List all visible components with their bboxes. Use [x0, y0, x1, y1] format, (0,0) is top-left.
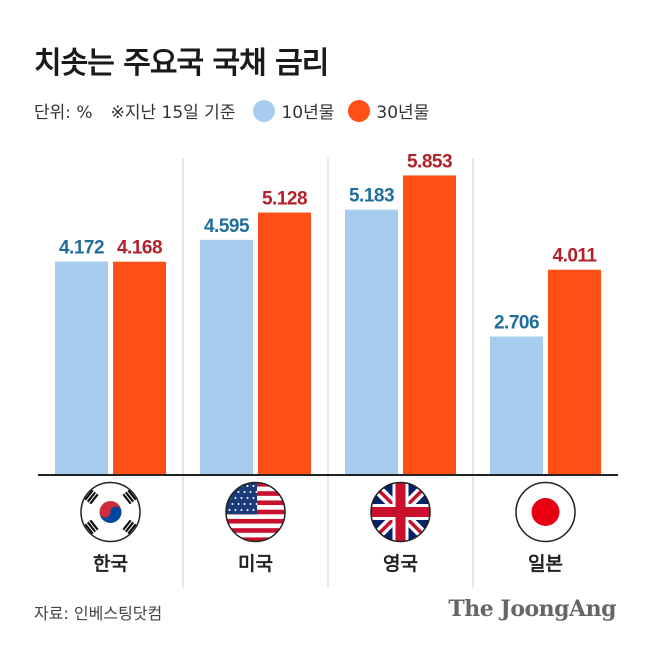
- category-label-1: 미국: [238, 553, 273, 575]
- legend-swatch-10y: [253, 99, 276, 122]
- bar-10y-2: [345, 209, 398, 476]
- date-note: ※지난 15일 기준: [110, 103, 236, 123]
- korea-flag-icon: [80, 481, 141, 543]
- legend-item-10y: 10년물: [253, 98, 334, 123]
- bar-30y-2: [403, 175, 456, 475]
- bar-10y-0: [55, 261, 108, 475]
- data-label-10y-2: 5.183: [349, 186, 394, 207]
- bar-30y-0: [113, 261, 166, 475]
- category-label-2: 영국: [383, 553, 418, 575]
- data-label-10y-1: 4.595: [204, 216, 250, 237]
- legend-label-10y: 10년물: [281, 103, 335, 123]
- data-label-30y-1: 5.128: [262, 189, 307, 210]
- data-label-30y-0: 4.168: [117, 238, 162, 259]
- category-label-3: 일본: [528, 553, 563, 575]
- legend-item-30y: 30년물: [348, 98, 429, 123]
- bar-30y-1: [258, 212, 311, 475]
- legend-swatch-30y: [348, 99, 371, 122]
- unit-note: 단위: %: [34, 103, 93, 123]
- brand-logo: The JoongAng: [448, 596, 616, 622]
- bar-30y-3: [548, 269, 601, 475]
- legend-label-30y: 30년물: [376, 103, 430, 123]
- data-label-10y-3: 2.706: [494, 313, 539, 334]
- bar-10y-1: [200, 239, 253, 475]
- usa-flag-icon: [225, 481, 286, 543]
- source-note: 자료: 인베스팅닷컴: [34, 604, 163, 623]
- data-label-30y-3: 4.011: [553, 246, 598, 267]
- uk-flag-icon: [370, 481, 431, 543]
- bar-10y-3: [490, 336, 543, 475]
- chart-title: 치솟는 주요국 국채 금리: [34, 46, 329, 81]
- data-label-30y-2: 5.853: [407, 151, 452, 172]
- data-label-10y-0: 4.172: [59, 237, 104, 258]
- category-label-0: 한국: [93, 553, 128, 575]
- subtitle-row: 단위: % ※지난 15일 기준 10년물 30년물: [34, 98, 443, 123]
- japan-flag-icon: [515, 481, 576, 543]
